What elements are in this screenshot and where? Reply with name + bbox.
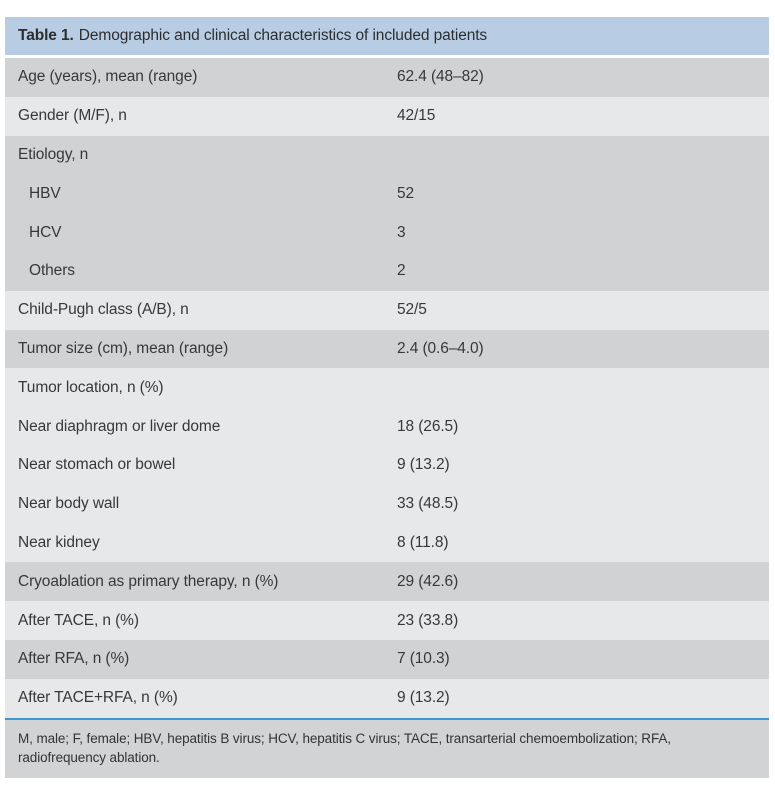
row-label: Near diaphragm or liver dome [18,417,221,435]
table-row: Near kidney 8 (11.8) [5,523,769,563]
row-value: 18 (26.5) [397,417,459,435]
row-value: 3 [397,223,406,241]
table-row: Others 2 [5,251,769,291]
row-label: Age (years), mean (range) [18,68,198,86]
table-row: Tumor size (cm), mean (range) 2.4 (0.6–4.… [5,329,769,369]
row-label: Near stomach or bowel [18,456,176,474]
table-row: HCV 3 [5,213,769,252]
row-label: Tumor location, n (%) [18,378,164,396]
footnote-divider-line [5,717,769,720]
row-label: After RFA, n (%) [18,650,130,668]
table-row: After RFA, n (%) 7 (10.3) [5,639,769,679]
table-row: Near body wall 33 (48.5) [5,484,769,524]
row-value: 52 [397,184,415,202]
row-label: Tumor size (cm), mean (range) [18,339,229,357]
table-row: HBV 52 [5,174,769,214]
row-value: 8 (11.8) [397,533,449,551]
row-label: Near kidney [18,533,100,551]
table-number-label: Table 1. [18,27,74,44]
row-value: 33 (48.5) [397,495,459,513]
row-label: After TACE+RFA, n (%) [18,689,178,707]
table-row: Age (years), mean (range) 62.4 (48–82) [5,58,769,97]
row-label: HBV [29,184,61,202]
row-value: 62.4 (48–82) [397,68,484,86]
table-row: Near stomach or bowel 9 (13.2) [5,445,769,485]
table-row: Gender (M/F), n 42/15 [5,96,769,136]
table-footnote: M, male; F, female; HBV, hepatitis B vir… [5,719,769,778]
row-value: 7 (10.3) [397,650,450,668]
row-label: Cryoablation as primary therapy, n (%) [18,572,279,590]
table-row: Cryoablation as primary therapy, n (%) 29… [5,562,769,602]
table-row: Near diaphragm or liver dome 18 (26.5) [5,407,769,446]
row-value: 52/5 [397,301,427,319]
row-value: 42/15 [397,107,436,125]
table-title-bar: Table 1. Demographic and clinical charac… [5,17,769,55]
row-value: 9 (13.2) [397,456,450,474]
row-value: 29 (42.6) [397,572,459,590]
row-value: 2 [397,262,406,280]
row-label: Others [29,262,75,280]
row-label: HCV [29,223,62,241]
header-separator [5,55,769,58]
table-row: After TACE+RFA, n (%) 9 (13.2) [5,678,769,718]
table-row: After TACE, n (%) 23 (33.8) [5,601,769,640]
row-value: 23 (33.8) [397,611,459,629]
row-label: Child-Pugh class (A/B), n [18,301,189,319]
table-row: Tumor location, n (%) [5,368,769,408]
row-label: Near body wall [18,495,120,513]
table-caption: Demographic and clinical characteristics… [78,27,488,44]
demographics-table: Table 1. Demographic and clinical charac… [5,17,769,778]
table-row: Child-Pugh class (A/B), n 52/5 [5,290,769,330]
row-label: Etiology, n [18,145,89,163]
row-value: 2.4 (0.6–4.0) [397,339,484,357]
table-row: Etiology, n [5,135,769,175]
row-label: After TACE, n (%) [18,611,139,629]
row-value: 9 (13.2) [397,689,450,707]
table-body: Age (years), mean (range) 62.4 (48–82) Gen… [5,58,769,718]
row-label: Gender (M/F), n [18,107,127,125]
